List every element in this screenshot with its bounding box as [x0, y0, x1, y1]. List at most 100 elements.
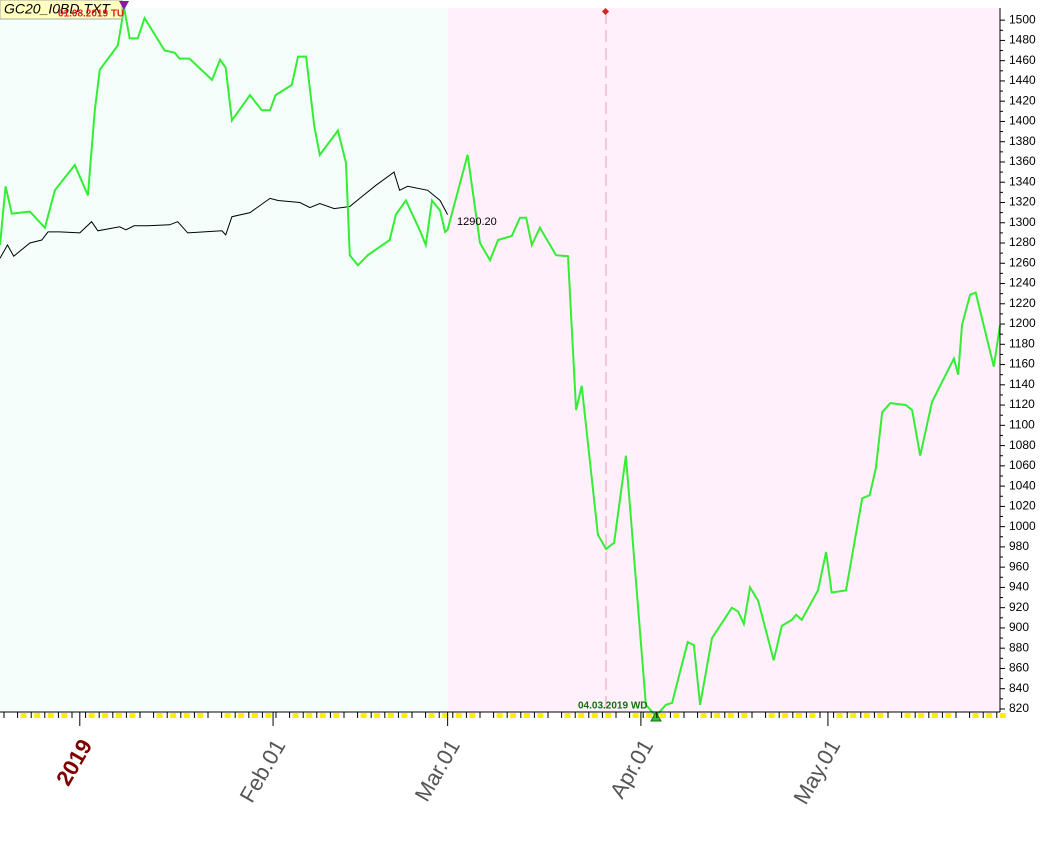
day-marker: [170, 713, 177, 718]
cursor-marker: [601, 7, 610, 16]
day-marker: [115, 713, 122, 718]
day-marker: [632, 713, 639, 718]
day-marker: [428, 713, 435, 718]
last-label: 1290.20: [457, 216, 497, 228]
y-tick-label: 1220: [1009, 296, 1036, 310]
day-marker: [646, 713, 653, 718]
day-marker: [333, 713, 340, 718]
day-marker: [360, 713, 367, 718]
day-marker: [292, 713, 299, 718]
day-marker: [88, 713, 95, 718]
day-marker: [605, 713, 612, 718]
day-marker: [673, 713, 680, 718]
y-tick-label: 1480: [1009, 33, 1036, 47]
day-marker: [61, 713, 68, 718]
x-tick-label: Feb.01: [235, 735, 291, 807]
y-tick-label: 1200: [1009, 316, 1036, 330]
y-tick-label: 840: [1009, 681, 1029, 695]
y-tick-label: 1080: [1009, 438, 1036, 452]
high-marker: [119, 1, 129, 10]
y-tick-label: 860: [1009, 661, 1029, 675]
day-marker: [442, 713, 449, 718]
plot: [0, 7, 1001, 718]
day-marker: [986, 713, 993, 718]
day-marker: [918, 713, 925, 718]
day-marker: [659, 713, 666, 718]
day-marker: [306, 713, 313, 718]
day-marker: [251, 713, 258, 718]
y-tick-label: 820: [1009, 701, 1029, 715]
y-tick-label: 1360: [1009, 154, 1036, 168]
day-marker: [999, 713, 1006, 718]
y-tick-label: 1240: [1009, 276, 1036, 290]
y-tick-label: 1440: [1009, 73, 1036, 87]
low-label: 04.03.2019 WD: [578, 701, 648, 712]
day-marker: [537, 713, 544, 718]
day-marker: [224, 713, 231, 718]
low-marker: [650, 710, 662, 722]
day-marker: [972, 713, 979, 718]
y-tick-label: 1160: [1009, 357, 1035, 371]
day-marker: [714, 713, 721, 718]
chart-title: GC20_I0BD.TXT: [4, 1, 111, 17]
day-marker: [319, 713, 326, 718]
y-tick-label: 1100: [1009, 418, 1035, 432]
day-marker: [455, 713, 462, 718]
high-label: 01.08.2019 TU: [58, 9, 124, 20]
series-line: [0, 7, 1001, 718]
title-box: [0, 0, 123, 20]
day-marker: [863, 713, 870, 718]
day-marker: [877, 713, 884, 718]
y-tick-label: 1420: [1009, 93, 1036, 107]
y-tick-label: 1460: [1009, 53, 1036, 67]
day-marker: [578, 713, 585, 718]
y-tick-label: 1120: [1009, 397, 1035, 411]
day-marker: [34, 713, 41, 718]
y-tick-label: 1180: [1009, 336, 1035, 350]
day-marker: [523, 713, 530, 718]
day-marker: [741, 713, 748, 718]
day-marker: [931, 713, 938, 718]
background-left: [0, 8, 448, 712]
y-tick-label: 1340: [1009, 174, 1036, 188]
day-marker: [591, 713, 598, 718]
day-marker: [156, 713, 163, 718]
day-marker: [496, 713, 503, 718]
y-tick-label: 980: [1009, 539, 1029, 553]
y-tick-label: 1280: [1009, 235, 1036, 249]
series-line: [0, 171, 449, 259]
day-marker: [795, 713, 802, 718]
day-marker: [564, 713, 571, 718]
day-marker: [374, 713, 381, 718]
day-marker: [904, 713, 911, 718]
y-tick-label: 900: [1009, 620, 1029, 634]
day-marker: [700, 713, 707, 718]
y-tick-label: 1000: [1009, 519, 1036, 533]
x-tick-label: Mar.01: [410, 735, 465, 806]
day-marker: [387, 713, 394, 718]
background-right: [447, 8, 1000, 712]
y-tick-label: 960: [1009, 559, 1029, 573]
x-tick-label: May.01: [788, 735, 845, 809]
day-marker: [727, 713, 734, 718]
day-marker: [945, 713, 952, 718]
y-tick-label: 1260: [1009, 255, 1036, 269]
day-marker: [129, 713, 136, 718]
day-marker: [102, 713, 109, 718]
y-tick-label: 1400: [1009, 114, 1036, 128]
day-marker: [183, 713, 190, 718]
day-marker: [469, 713, 476, 718]
day-marker: [401, 713, 408, 718]
y-tick-label: 1140: [1009, 377, 1035, 391]
day-marker: [238, 713, 245, 718]
day-marker: [197, 713, 204, 718]
day-marker: [850, 713, 857, 718]
y-tick-label: 1040: [1009, 478, 1036, 492]
y-tick-label: 1060: [1009, 458, 1036, 472]
y-tick-label: 1300: [1009, 215, 1036, 229]
day-marker: [47, 713, 54, 718]
y-tick-label: 920: [1009, 600, 1029, 614]
day-marker: [782, 713, 789, 718]
